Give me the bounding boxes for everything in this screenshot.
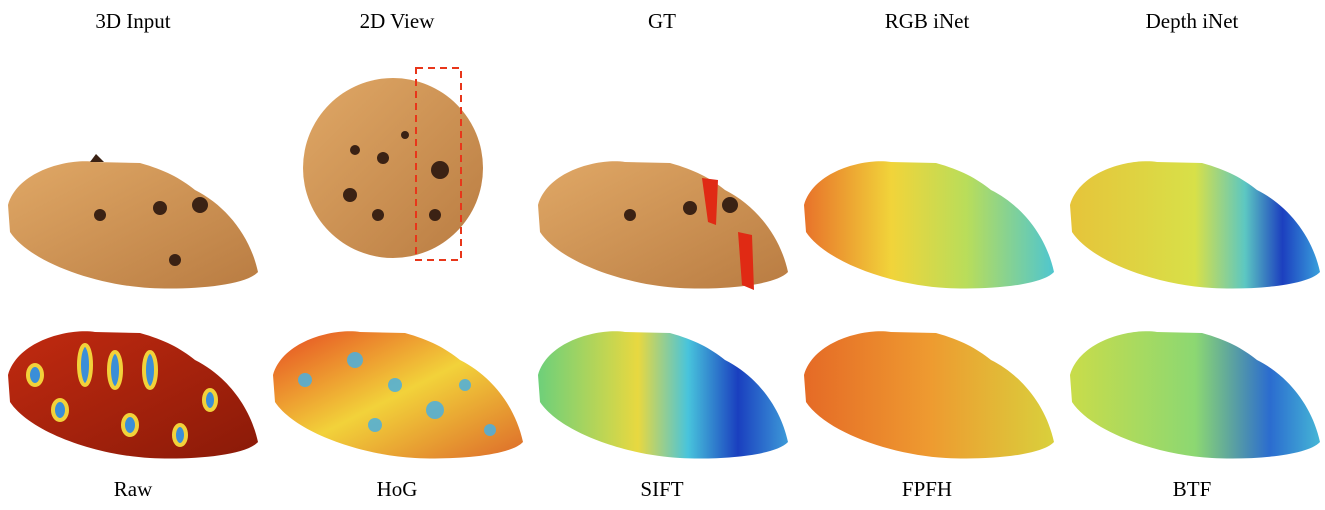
panel-label: SIFT [640,477,683,501]
panel-label: GT [648,9,676,33]
panel-label: BTF [1173,477,1212,501]
panel-label: HoG [377,477,418,501]
cookie-rgb-inet [804,161,1054,289]
panel-label: FPFH [902,477,952,501]
panel-label: 2D View [360,9,436,33]
panel-label: Raw [114,477,153,501]
cookie-sift [538,331,788,459]
cookie-gt [538,161,788,290]
cookie-fpfh [804,331,1054,459]
panel-label: RGB iNet [885,9,970,33]
cookie-hog [273,331,523,459]
cookie-3d [8,154,258,289]
cookie-btf [1070,331,1320,459]
panel-label: Depth iNet [1146,9,1239,33]
panel-label: 3D Input [95,9,170,33]
cookie-raw [8,331,258,459]
cookie-2d [303,67,483,261]
cookie-depth-inet [1070,161,1320,289]
